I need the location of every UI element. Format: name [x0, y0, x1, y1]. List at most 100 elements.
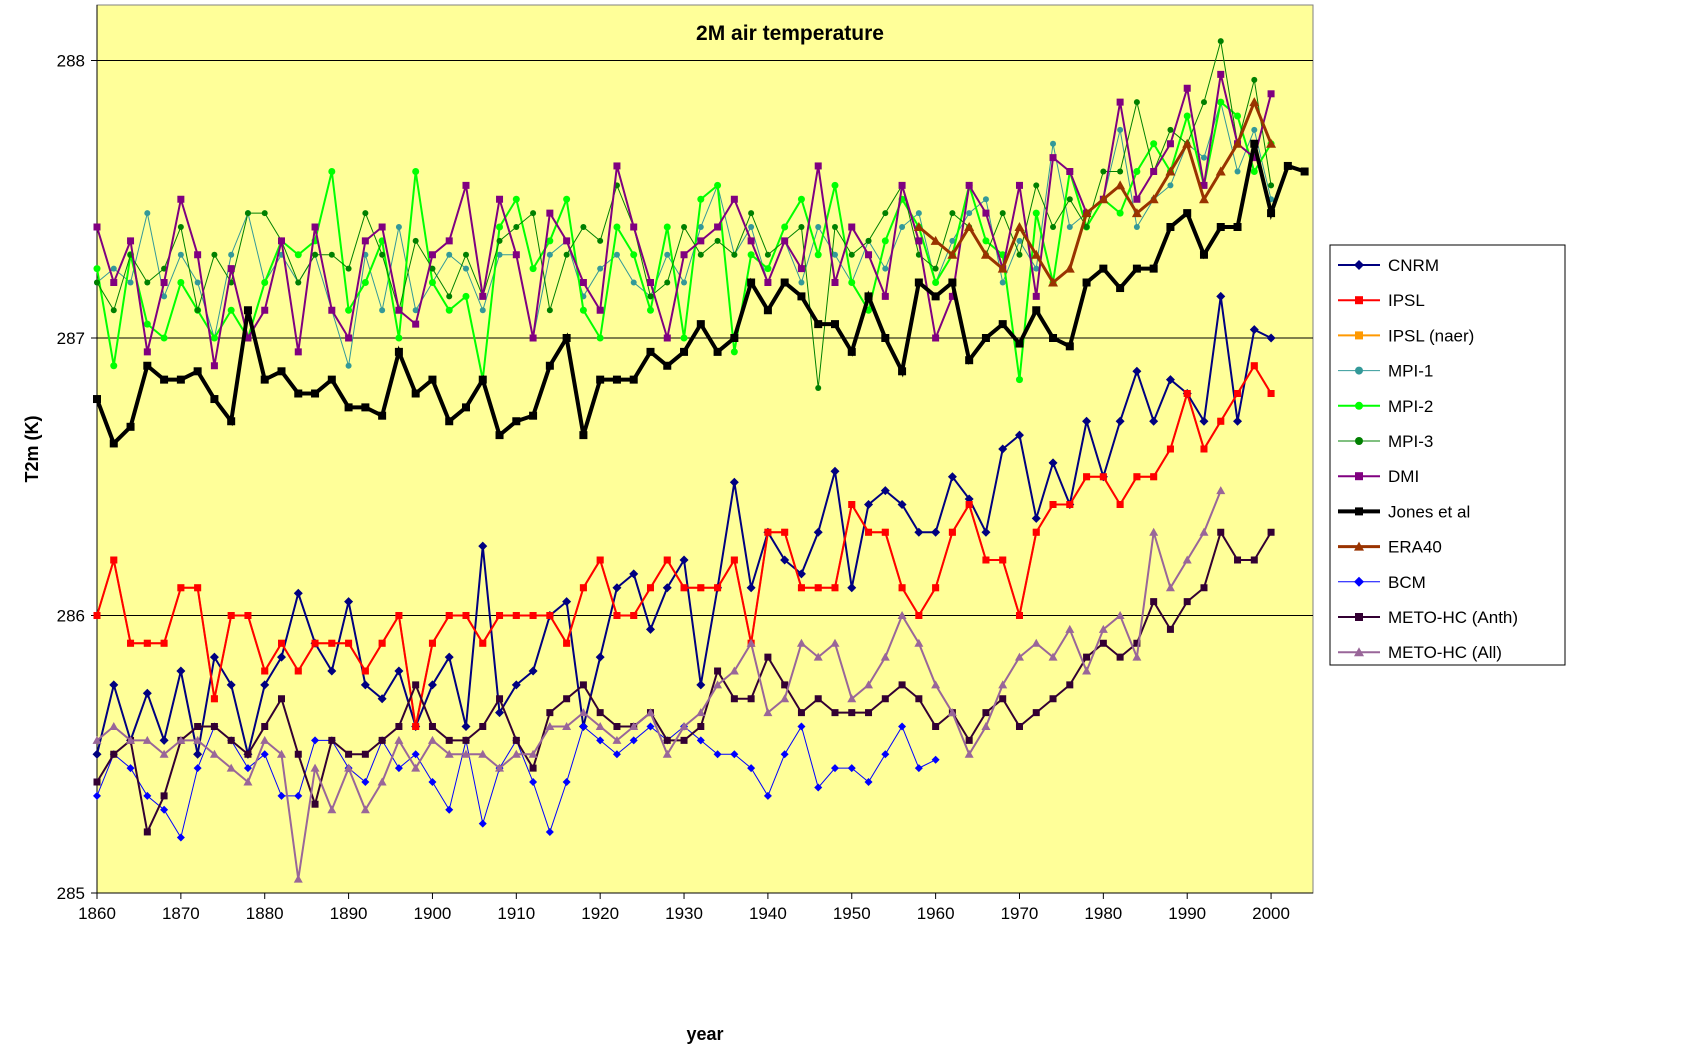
point [914, 638, 924, 647]
point [328, 168, 336, 175]
point [461, 403, 470, 412]
point [949, 210, 956, 217]
point [663, 736, 671, 744]
point [311, 639, 319, 647]
legend-label: ERA40 [1388, 538, 1442, 557]
point [580, 224, 587, 230]
point [427, 735, 437, 744]
point [714, 181, 722, 189]
point [361, 279, 369, 286]
point [881, 292, 889, 300]
point [496, 251, 503, 258]
x-tick-label: 1940 [749, 904, 787, 923]
point [882, 210, 889, 217]
point [1117, 168, 1124, 175]
point [966, 210, 973, 217]
point [395, 224, 402, 230]
point [780, 278, 789, 287]
point [412, 681, 420, 689]
point [512, 612, 520, 619]
point [428, 778, 437, 786]
point [361, 667, 369, 675]
legend-label: IPSL (naer) [1388, 326, 1474, 345]
point [1251, 76, 1258, 83]
point [1117, 126, 1124, 133]
point [126, 422, 135, 431]
point [646, 722, 655, 731]
point [109, 680, 119, 690]
point [596, 556, 604, 564]
point [763, 708, 773, 717]
point [579, 584, 587, 592]
point [1100, 168, 1107, 175]
point [1099, 264, 1108, 273]
point [1234, 390, 1242, 397]
point [865, 709, 873, 717]
point [345, 639, 353, 647]
point [947, 708, 957, 717]
point [915, 612, 923, 619]
point [512, 736, 520, 744]
point [328, 736, 336, 744]
point [244, 210, 251, 217]
point [412, 237, 419, 244]
point [193, 749, 203, 759]
plot-area [96, 4, 1314, 894]
point [680, 347, 689, 356]
point [311, 223, 319, 231]
point [1150, 598, 1158, 606]
point [478, 819, 487, 828]
point [781, 237, 789, 245]
legend-label: MPI-3 [1388, 432, 1433, 451]
point [378, 411, 387, 420]
point [1133, 195, 1141, 203]
point [932, 279, 940, 286]
point [528, 666, 538, 676]
point [831, 181, 839, 189]
point [713, 680, 723, 689]
point [848, 223, 856, 231]
point [244, 750, 252, 758]
point [428, 639, 436, 647]
point [1167, 182, 1174, 189]
point [797, 722, 806, 731]
point [1032, 306, 1041, 315]
point [1050, 224, 1057, 230]
point [981, 334, 990, 342]
point [932, 584, 940, 592]
point [462, 736, 470, 744]
point [94, 279, 100, 286]
point [981, 527, 991, 537]
point [697, 251, 704, 258]
point [1148, 194, 1159, 204]
point [412, 168, 420, 175]
point [579, 681, 587, 689]
point [563, 639, 571, 647]
point [1165, 166, 1176, 176]
point [1116, 501, 1124, 508]
point [814, 162, 822, 170]
point [730, 334, 739, 342]
point [1099, 473, 1107, 481]
point [328, 251, 335, 258]
legend-marker [1355, 366, 1363, 375]
point [545, 361, 554, 370]
point [596, 736, 605, 745]
point [1065, 342, 1074, 351]
point [847, 764, 856, 773]
point [830, 320, 839, 329]
point [462, 265, 469, 272]
point [998, 680, 1008, 689]
point [143, 791, 152, 800]
point [110, 307, 117, 314]
point [546, 307, 553, 314]
legend-label: CNRM [1388, 256, 1439, 275]
point [210, 723, 218, 730]
point [294, 251, 302, 259]
point [243, 764, 252, 773]
legend-marker [1354, 647, 1364, 657]
point [546, 612, 554, 619]
point [461, 749, 471, 758]
point [293, 874, 303, 883]
point [746, 583, 756, 593]
